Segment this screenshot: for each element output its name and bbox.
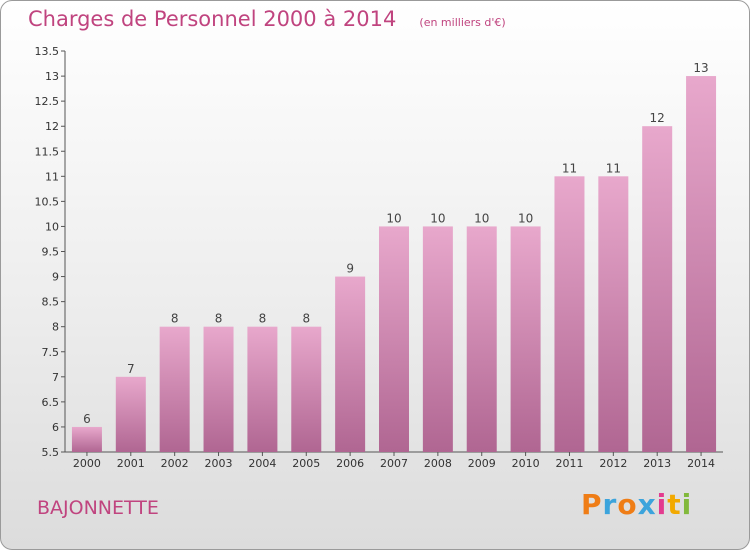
bar	[159, 326, 190, 452]
x-tick-label: 2014	[687, 457, 715, 470]
bar-chart: 5.5 6 6.5 7 7.5 8 8.5 9 9.5 10 10.5 11 11.5 12 12.5 13 1…	[35, 45, 723, 470]
bar	[247, 326, 278, 452]
x-tick-label: 2010	[512, 457, 540, 470]
y-tick-label: 12.5	[35, 95, 60, 108]
y-tick-label: 11	[45, 170, 59, 183]
logo-letter: i	[681, 488, 693, 521]
bar	[686, 76, 717, 452]
y-tick-label: 8	[52, 321, 59, 334]
x-tick-label: 2007	[380, 457, 408, 470]
proxiti-logo: Proxiti	[581, 488, 692, 521]
logo-letter: o	[617, 488, 638, 521]
data-label: 9	[346, 262, 354, 276]
x-tick-label: 2012	[599, 457, 627, 470]
y-tick-label: 6.5	[42, 396, 60, 409]
bar	[466, 226, 497, 452]
y-tick-label: 9	[52, 271, 59, 284]
bar	[422, 226, 453, 452]
y-tick-label: 13.5	[35, 45, 60, 58]
bar	[510, 226, 541, 452]
y-tick-label: 10	[45, 220, 59, 233]
data-label: 11	[606, 161, 621, 175]
data-label: 10	[474, 211, 489, 225]
y-tick-label: 11.5	[35, 145, 60, 158]
title-row: Charges de Personnel 2000 à 2014 (en mil…	[28, 7, 506, 31]
data-labels: 6 7 8 8 8 8 9 10 10 10 10 11 11 12 13	[83, 61, 709, 426]
x-tick-label: 2001	[117, 457, 145, 470]
logo-letter: i	[656, 488, 668, 521]
logo-letter: x	[637, 488, 657, 521]
bar	[71, 426, 102, 452]
data-label: 8	[215, 312, 223, 326]
x-tick-label: 2005	[292, 457, 320, 470]
x-tick-label: 2003	[205, 457, 233, 470]
x-tick-label: 2004	[248, 457, 276, 470]
bars	[71, 76, 717, 452]
bar	[203, 326, 234, 452]
axes: 5.5 6 6.5 7 7.5 8 8.5 9 9.5 10 10.5 11 11.5 12 12.5 13 1…	[35, 45, 723, 470]
data-label: 7	[127, 362, 135, 376]
chart-subtitle: (en milliers d'€)	[419, 16, 506, 29]
y-tick-label: 12	[45, 120, 59, 133]
x-tick-label: 2000	[73, 457, 101, 470]
data-label: 10	[386, 211, 401, 225]
x-tick-label: 2002	[161, 457, 189, 470]
data-label: 10	[518, 211, 533, 225]
x-tick-label: 2008	[424, 457, 452, 470]
y-tick-label: 9.5	[42, 246, 60, 259]
bar	[115, 376, 146, 452]
data-label: 8	[302, 312, 310, 326]
y-tick-label: 6	[52, 421, 59, 434]
y-tick-label: 7.5	[42, 346, 60, 359]
data-label: 8	[259, 312, 267, 326]
data-label: 10	[430, 211, 445, 225]
bar	[554, 176, 585, 452]
bar	[642, 126, 673, 452]
y-tick-label: 7	[52, 371, 59, 384]
bar	[598, 176, 629, 452]
bar	[379, 226, 409, 452]
place-name: BAJONNETTE	[37, 497, 159, 519]
x-tick-label: 2013	[643, 457, 671, 470]
data-label: 8	[171, 312, 179, 326]
data-label: 11	[562, 161, 577, 175]
y-tick-label: 13	[45, 70, 59, 83]
chart-title: Charges de Personnel 2000 à 2014	[28, 7, 397, 31]
data-label: 6	[83, 412, 91, 426]
logo-letter: t	[667, 488, 682, 521]
y-tick-label: 10.5	[35, 195, 60, 208]
data-label: 12	[650, 111, 665, 125]
data-label: 13	[693, 61, 708, 75]
x-tick-label: 2009	[468, 457, 496, 470]
logo-letter: r	[602, 488, 618, 521]
y-tick-label: 5.5	[42, 446, 60, 459]
y-tick-label: 8.5	[42, 296, 60, 309]
bar	[291, 326, 322, 452]
bar	[335, 276, 366, 452]
x-tick-label: 2011	[555, 457, 583, 470]
x-tick-label: 2006	[336, 457, 364, 470]
logo-letter: P	[581, 488, 603, 521]
